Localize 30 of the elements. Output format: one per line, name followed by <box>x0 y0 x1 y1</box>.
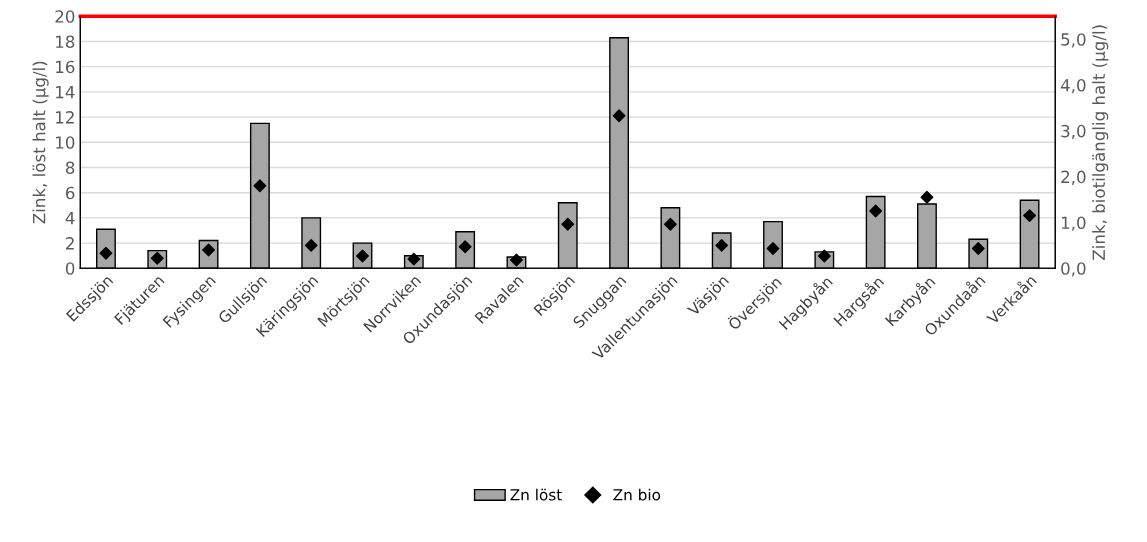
y-tick-label: 12 <box>56 111 74 124</box>
y2-tick-label: 5,0 <box>1061 33 1086 48</box>
y-tick-label: 8 <box>65 161 75 175</box>
point <box>561 217 575 231</box>
point <box>253 179 267 193</box>
point <box>663 217 677 231</box>
point <box>920 190 934 204</box>
point <box>407 252 421 266</box>
y2-tick-label: 0,0 <box>1061 262 1086 277</box>
y2-tick-label: 3,0 <box>1061 124 1086 140</box>
y-tick-label: 10 <box>56 136 75 149</box>
point <box>1023 209 1037 223</box>
legend-label: Zn bio <box>613 488 661 501</box>
point <box>510 253 523 267</box>
legend-label: Zn löst <box>510 488 562 501</box>
y-tick-label: 6 <box>65 186 75 200</box>
y-tick-label: 20 <box>55 10 75 23</box>
y-tick-label: 4 <box>65 212 75 225</box>
y-tick-label: 0 <box>65 262 75 275</box>
y2-tick-label: 2,0 <box>1061 170 1086 185</box>
y-tick-label: 18 <box>56 35 75 49</box>
y-tick-label: 16 <box>56 60 75 74</box>
y-tick-label: 2 <box>66 237 74 250</box>
y-axis-title: Zink, löst halt (µg/l) <box>32 61 49 224</box>
y2-axis-title: Zink, biotilgänglig halt (µg/l) <box>1092 25 1109 260</box>
y2-tick-label: 1,0 <box>1061 216 1086 231</box>
point <box>869 204 883 218</box>
point <box>612 109 626 123</box>
y-tick-label: 14 <box>56 86 75 99</box>
y2-tick-label: 4,0 <box>1060 78 1086 94</box>
